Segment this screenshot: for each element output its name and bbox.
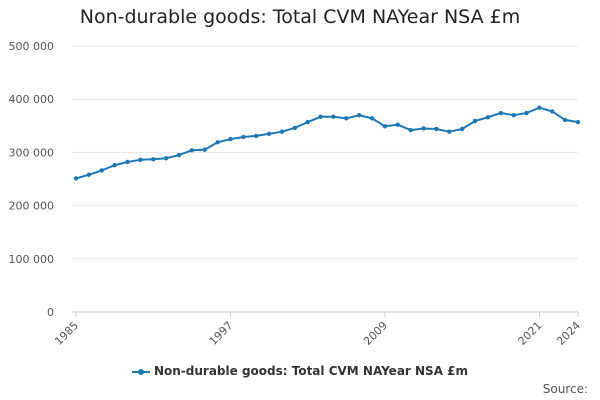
data-point [434,126,439,132]
data-point [112,162,117,168]
data-point [99,168,104,173]
data-point [125,159,130,165]
data-point [511,112,516,118]
data-point [344,116,349,121]
data-point [447,129,452,134]
y-tick-label: 200 000 [9,200,55,213]
data-point [331,114,336,119]
data-point [369,116,375,121]
data-point [459,126,465,132]
y-tick-label: 500 000 [9,40,55,53]
x-tick-label: 2021 [516,319,545,348]
data-point [202,147,207,152]
data-point [575,119,581,125]
data-point [562,117,568,123]
y-tick-label: 300 000 [9,146,55,159]
data-point [395,122,400,127]
x-tick-label: 2009 [361,319,390,348]
legend-label: Non-durable goods: Total CVM NAYear NSA … [153,364,469,378]
axis-layer: 0 100 000 200 000 300 000 400 000 500 000 1985… [9,40,584,348]
data-point [138,157,143,163]
data-point [498,110,503,116]
data-point [537,105,542,110]
data-point [382,124,388,129]
data-point [254,133,259,139]
data-point [421,126,426,131]
data-point [472,118,478,124]
x-tick-label: 1997 [207,319,236,348]
y-tick-label: 0 [47,306,54,319]
data-point [73,176,79,181]
data-point [228,136,233,142]
series-line [75,106,579,180]
data-point [215,140,220,145]
source-label: Source: [542,382,588,396]
data-point [86,172,92,177]
legend-swatch [131,368,150,375]
data-point [266,131,272,136]
chart-title: Non-durable goods: Total CVM NAYear NSA … [79,6,521,28]
data-point [356,112,362,118]
data-point [189,148,195,153]
grid-layer [72,45,578,260]
y-tick-label: 100 000 [9,253,55,266]
data-point [241,134,246,140]
data-point [305,119,310,125]
data-point [485,115,491,120]
series-layer [73,105,581,181]
data-point [318,114,323,119]
data-point [151,157,156,162]
data-point [163,156,169,161]
data-point [408,127,413,133]
data-point [550,109,555,114]
data-point [292,125,298,131]
x-tick-label: 1985 [52,319,81,348]
data-point [279,129,285,134]
data-point [176,152,182,158]
data-point [524,110,529,116]
y-tick-label: 400 000 [9,93,55,106]
legend[interactable]: Non-durable goods: Total CVM NAYear NSA … [0,364,600,378]
x-tick-label: 2024 [554,319,583,348]
